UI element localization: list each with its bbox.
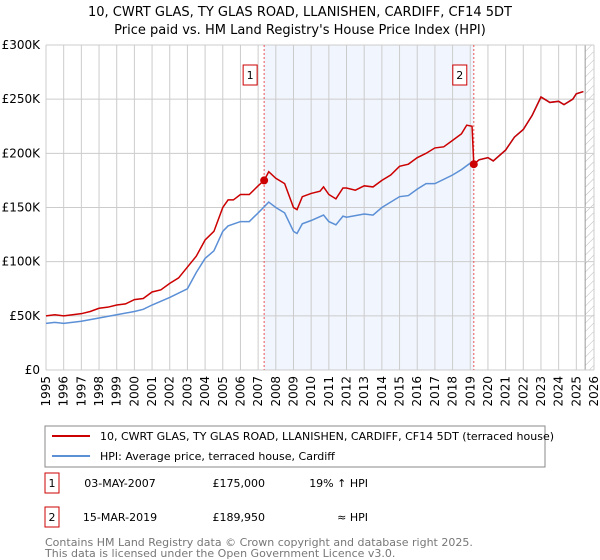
sale-price: £175,000 <box>213 477 266 490</box>
sale-hpi-comparison: ≈ HPI <box>337 511 368 524</box>
x-tick-label: 2000 <box>127 376 141 407</box>
x-tick-label: 2005 <box>216 376 230 407</box>
sale-marker-label: 2 <box>456 69 463 82</box>
x-tick-label: 2001 <box>145 376 159 407</box>
x-tick-label: 2002 <box>163 376 177 407</box>
footer-line-1: Contains HM Land Registry data © Crown c… <box>45 536 473 549</box>
y-tick-label: £200K <box>2 146 42 160</box>
legend-label-hpi: HPI: Average price, terraced house, Card… <box>100 450 335 463</box>
y-tick-label: £100K <box>2 255 42 269</box>
footer-line-2: This data is licensed under the Open Gov… <box>44 547 395 560</box>
y-tick-label: £150K <box>2 201 42 215</box>
sale-point <box>469 160 478 169</box>
sale-marker-label: 1 <box>49 477 56 490</box>
y-tick-label: £300K <box>2 38 42 52</box>
sale-date: 15-MAR-2019 <box>83 511 157 524</box>
x-tick-label: 2019 <box>463 376 477 407</box>
x-tick-label: 2009 <box>286 376 300 407</box>
x-tick-label: 1995 <box>39 376 53 407</box>
y-tick-label: £50K <box>9 309 41 323</box>
sale-marker-box <box>242 64 258 86</box>
x-tick-label: 2023 <box>534 376 548 407</box>
x-tick-label: 1996 <box>57 376 71 407</box>
x-tick-label: 1998 <box>92 376 106 407</box>
sale-price: £189,950 <box>213 511 266 524</box>
x-tick-label: 2024 <box>552 376 566 407</box>
x-tick-label: 2016 <box>410 376 424 407</box>
legend: 10, CWRT GLAS, TY GLAS ROAD, LLANISHEN, … <box>44 425 554 468</box>
sale-row-1: 1 03-MAY-2007 £175,000 19% ↑ HPI <box>44 472 368 494</box>
x-tick-label: 2025 <box>569 376 583 407</box>
x-tick-label: 2022 <box>516 376 530 407</box>
sale-date: 03-MAY-2007 <box>84 477 156 490</box>
y-tick-label: £0 <box>25 363 40 377</box>
sale-hpi-comparison: 19% ↑ HPI <box>309 477 368 490</box>
x-tick-label: 2015 <box>393 376 407 407</box>
sale-point <box>260 176 269 185</box>
x-tick-label: 2007 <box>251 376 265 407</box>
x-tick-label: 2017 <box>428 376 442 407</box>
x-tick-label: 2010 <box>304 376 318 407</box>
x-tick-label: 2003 <box>180 376 194 407</box>
x-tick-label: 2026 <box>587 376 600 407</box>
x-tick-label: 2013 <box>357 376 371 407</box>
sale-marker-label: 2 <box>49 511 56 524</box>
x-tick-label: 2014 <box>375 376 389 407</box>
sale-marker-box <box>452 64 468 86</box>
x-tick-label: 2021 <box>499 376 513 407</box>
property-price-line <box>45 90 584 317</box>
chart-subtitle: Price paid vs. HM Land Registry's House … <box>114 23 486 38</box>
sales-table: 1 03-MAY-2007 £175,000 19% ↑ HPI 2 15-MA… <box>44 472 368 528</box>
chart-title: 10, CWRT GLAS, TY GLAS ROAD, LLANISHEN, … <box>88 5 512 20</box>
legend-label-property: 10, CWRT GLAS, TY GLAS ROAD, LLANISHEN, … <box>100 430 554 443</box>
x-tick-label: 2006 <box>233 376 247 407</box>
x-tick-label: 2004 <box>198 376 212 407</box>
x-tick-label: 2018 <box>446 376 460 407</box>
x-tick-label: 2011 <box>322 376 336 407</box>
sale-row-2: 2 15-MAR-2019 £189,950 ≈ HPI <box>44 506 368 528</box>
y-tick-label: £250K <box>2 92 42 106</box>
x-tick-label: 1997 <box>74 376 88 407</box>
sale-marker-label: 1 <box>247 69 254 82</box>
x-tick-label: 2020 <box>481 376 495 407</box>
x-tick-label: 2012 <box>340 376 354 407</box>
x-tick-label: 2008 <box>269 376 283 407</box>
x-tick-label: 1999 <box>110 376 124 407</box>
